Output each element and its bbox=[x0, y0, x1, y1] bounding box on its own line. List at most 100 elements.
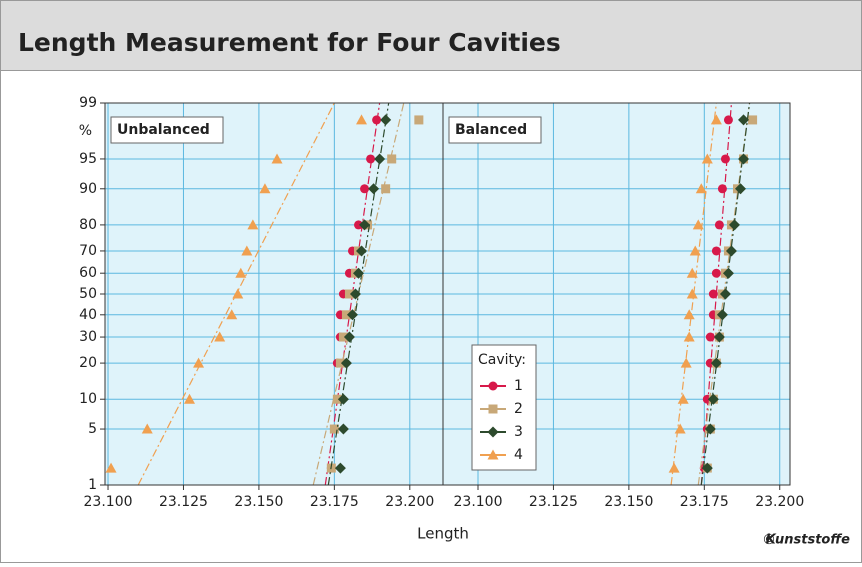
legend-marker bbox=[487, 426, 499, 438]
point bbox=[334, 462, 346, 474]
y-tick-label: 10 bbox=[79, 391, 97, 407]
point bbox=[725, 245, 737, 257]
point bbox=[374, 153, 386, 165]
point bbox=[335, 358, 345, 368]
point bbox=[728, 219, 740, 231]
point bbox=[708, 289, 718, 299]
legend-label: 3 bbox=[514, 424, 523, 440]
point bbox=[366, 154, 376, 164]
legend-marker bbox=[488, 381, 498, 391]
point bbox=[738, 114, 750, 126]
panel-label-box bbox=[110, 116, 224, 144]
y-tick-label: 40 bbox=[79, 307, 97, 323]
point bbox=[226, 309, 238, 320]
point bbox=[714, 220, 724, 230]
point bbox=[723, 115, 733, 125]
x-axis-label: Length bbox=[417, 525, 469, 543]
x-tick-label: 23.200 bbox=[385, 494, 434, 510]
point bbox=[368, 183, 380, 195]
y-tick-label: 50 bbox=[79, 286, 97, 302]
point bbox=[701, 462, 713, 474]
panel-label: Unbalanced bbox=[117, 122, 210, 138]
point bbox=[707, 393, 719, 405]
point bbox=[692, 219, 704, 230]
point bbox=[680, 357, 692, 368]
legend-label: 1 bbox=[514, 378, 523, 394]
point bbox=[720, 154, 730, 164]
point bbox=[674, 423, 686, 434]
panel-label: Balanced bbox=[455, 122, 527, 138]
point bbox=[711, 268, 721, 278]
point bbox=[337, 423, 349, 435]
point bbox=[683, 309, 695, 320]
point bbox=[710, 357, 722, 369]
point bbox=[677, 393, 689, 404]
x-tick-label: 23.100 bbox=[84, 494, 133, 510]
y-unit: % bbox=[79, 123, 92, 139]
point bbox=[214, 331, 226, 342]
point bbox=[344, 289, 354, 299]
point bbox=[359, 219, 371, 231]
point bbox=[338, 332, 348, 342]
point bbox=[719, 288, 731, 300]
point bbox=[716, 309, 728, 321]
panel-label-box bbox=[448, 116, 542, 144]
page-title: Length Measurement for Four Cavities bbox=[18, 28, 561, 57]
point bbox=[711, 246, 721, 256]
point bbox=[668, 462, 680, 473]
y-tick-label: 5 bbox=[88, 421, 97, 437]
y-tick-label: 20 bbox=[79, 355, 97, 371]
point bbox=[241, 245, 253, 256]
point bbox=[349, 288, 361, 300]
y-tick-label: 1 bbox=[88, 477, 97, 493]
point bbox=[414, 115, 424, 125]
point bbox=[141, 423, 153, 434]
point bbox=[380, 114, 392, 126]
point bbox=[356, 114, 368, 125]
point bbox=[271, 153, 283, 164]
legend-label: 4 bbox=[514, 447, 523, 463]
point bbox=[722, 267, 734, 279]
x-tick-label: 23.175 bbox=[680, 494, 729, 510]
point bbox=[354, 220, 363, 230]
point bbox=[387, 154, 397, 164]
point bbox=[346, 309, 358, 321]
point bbox=[353, 267, 364, 279]
point bbox=[193, 357, 205, 368]
point bbox=[686, 288, 698, 299]
y-tick-label: 30 bbox=[79, 329, 97, 345]
point bbox=[259, 183, 271, 194]
credit-symbol: © bbox=[762, 532, 776, 548]
point bbox=[735, 183, 747, 195]
legend bbox=[471, 344, 537, 471]
point bbox=[360, 184, 370, 194]
legend-label: 2 bbox=[514, 401, 523, 417]
x-tick-label: 23.175 bbox=[310, 494, 359, 510]
point bbox=[341, 310, 351, 320]
legend-marker bbox=[487, 449, 499, 460]
point bbox=[381, 184, 391, 194]
point bbox=[695, 183, 707, 194]
point bbox=[372, 115, 382, 125]
x-tick-label: 23.200 bbox=[755, 494, 804, 510]
x-tick-label: 23.150 bbox=[234, 494, 283, 510]
point bbox=[689, 245, 701, 256]
point bbox=[713, 331, 725, 343]
point bbox=[343, 331, 355, 343]
y-tick-label: 80 bbox=[79, 217, 97, 233]
x-tick-label: 23.150 bbox=[604, 494, 653, 510]
point bbox=[337, 393, 349, 405]
y-tick-label: 95 bbox=[79, 151, 97, 167]
point bbox=[232, 288, 244, 299]
point bbox=[748, 115, 758, 125]
y-tick-label: 60 bbox=[79, 265, 97, 281]
point bbox=[686, 267, 698, 278]
x-tick-label: 23.125 bbox=[159, 494, 208, 510]
legend-title: Cavity: bbox=[478, 352, 526, 368]
legend-marker bbox=[488, 404, 498, 414]
point bbox=[340, 357, 352, 369]
x-tick-label: 23.100 bbox=[454, 494, 503, 510]
point bbox=[717, 184, 727, 194]
credit: Kunststoffe bbox=[766, 533, 851, 548]
point bbox=[105, 462, 117, 473]
